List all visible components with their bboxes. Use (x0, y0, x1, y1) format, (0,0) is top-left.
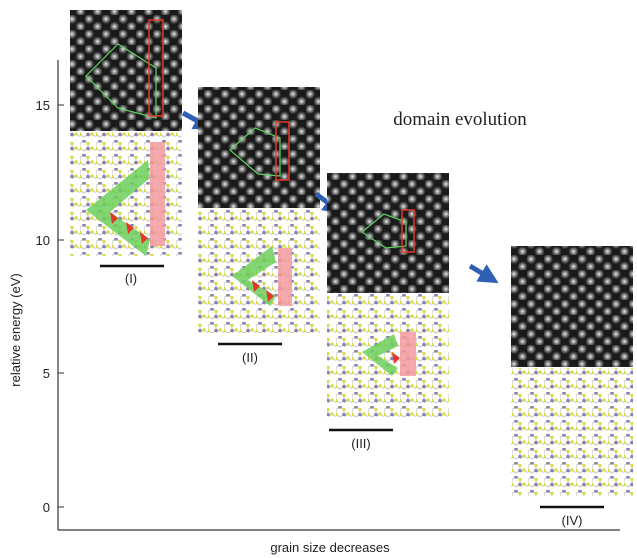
stage-2-stm-image (198, 87, 320, 208)
y-tick-label-0: 0 (43, 500, 50, 515)
stage-1-stm-image (70, 10, 182, 131)
stage-1-defect-b (126, 222, 134, 234)
stage-1-panel: (I) (70, 10, 182, 286)
stage-3-defect-a (392, 352, 400, 364)
stage-2-boundary (278, 248, 292, 306)
y-tick-label-5: 5 (43, 366, 50, 381)
stage-3-stm-image (327, 173, 449, 293)
stage-3-domain (362, 334, 398, 376)
stage-2-domain (232, 246, 276, 306)
figure-title: domain evolution (393, 109, 527, 130)
stage-4-label: (IV) (562, 513, 583, 528)
stage-2-panel: (II) (198, 87, 320, 365)
stage-4-lattice-model (511, 368, 633, 496)
stage-2-label: (II) (242, 350, 258, 365)
stage-3-grain-outline (360, 213, 407, 249)
y-axis-label: relative energy (eV) (8, 273, 23, 386)
stage-2-defect-a (252, 280, 260, 292)
stage-3-label: (III) (351, 436, 371, 451)
stage-3-boundary-box (401, 209, 415, 253)
axes: 15 10 5 0 relative energy (eV) grain siz… (8, 60, 620, 555)
y-tick-label-15: 15 (36, 98, 50, 113)
stage-1-boundary (150, 142, 165, 246)
stage-1-boundary-box (148, 19, 164, 117)
stage-1-defect-c (140, 232, 148, 244)
stage-2-grain-outline (229, 127, 281, 177)
stage-2-boundary-box (275, 121, 290, 181)
stage-2-defect-b (266, 290, 274, 302)
stage-1-label: (I) (125, 271, 137, 286)
arrow-3-to-4 (468, 263, 499, 284)
stage-1-grain-outline (85, 43, 157, 119)
x-axis-label: grain size decreases (270, 540, 390, 555)
stage-3-panel: (III) (327, 173, 449, 451)
stage-1-domain (86, 160, 150, 256)
stage-3-lattice-model (327, 294, 449, 420)
stage-3-boundary (400, 332, 416, 376)
stage-1-defect-a (110, 212, 118, 224)
stage-4-panel: (IV) (511, 246, 633, 528)
y-tick-label-10: 10 (36, 233, 50, 248)
stage-4-stm-image (511, 246, 633, 367)
